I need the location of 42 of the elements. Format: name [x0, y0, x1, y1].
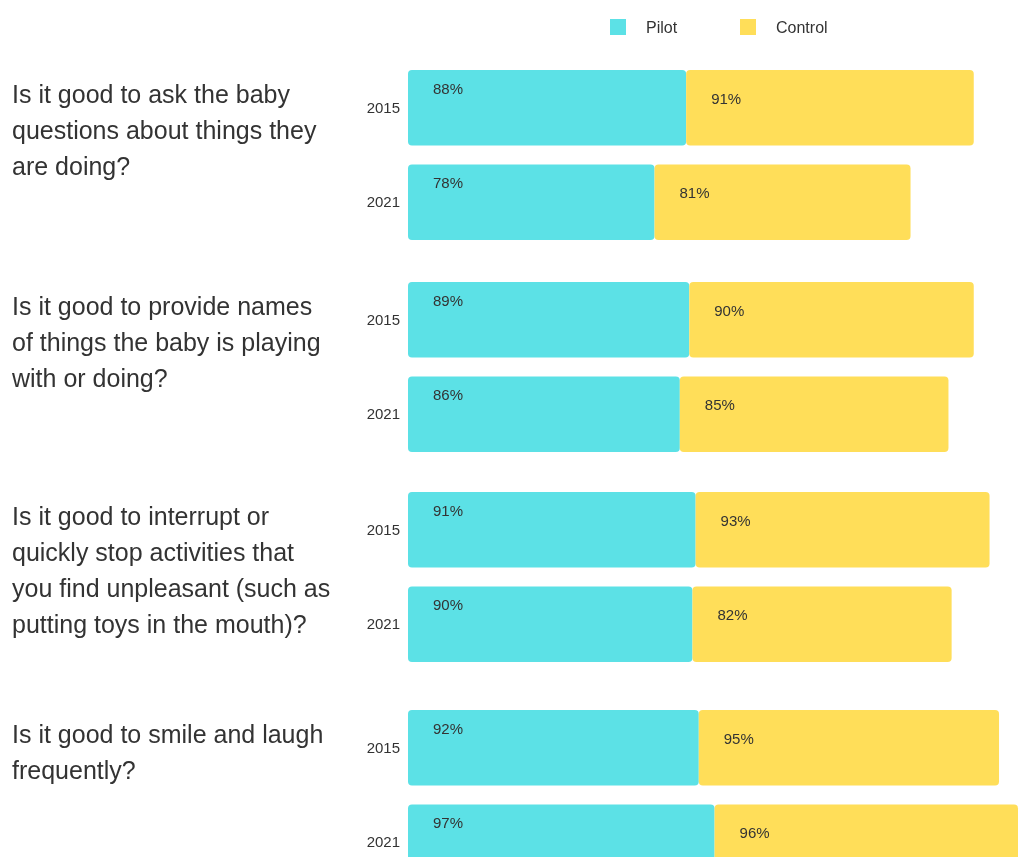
data-label: 88% — [433, 80, 464, 97]
y-tick-label: 2021 — [366, 833, 400, 851]
y-tick-label: 2015 — [366, 98, 400, 116]
data-label: 81% — [679, 184, 710, 202]
data-label: 91% — [433, 502, 464, 519]
data-label: 85% — [704, 396, 735, 414]
data-label: 91% — [711, 90, 742, 107]
legend-label: Control — [776, 19, 828, 36]
text: Is it good to ask the baby questions about things they are doing? — [12, 80, 317, 180]
bar — [686, 70, 974, 146]
bar — [679, 376, 949, 452]
bar — [408, 586, 693, 662]
data-label: 89% — [433, 292, 464, 309]
bar — [695, 492, 990, 568]
y-tick-label: 2021 — [366, 193, 400, 211]
data-label: 97% — [433, 814, 464, 832]
text: Is it good to interrupt or quickly stop activities that you find unpleasant (such as putting toys in the mouth)? — [12, 502, 331, 638]
data-label: 90% — [714, 302, 745, 319]
bar — [408, 492, 696, 568]
legend-label: Pilot — [646, 19, 678, 36]
bar — [408, 70, 687, 146]
text: Is it good to provide names of things the baby is playing with or doing? — [11, 292, 321, 392]
bar — [689, 282, 974, 358]
y-tick-label: 2015 — [366, 310, 400, 328]
bar — [692, 586, 952, 662]
bar — [408, 376, 680, 452]
y-tick-label: 2015 — [366, 520, 400, 538]
data-label: 78% — [433, 174, 464, 192]
y-tick-label: 2015 — [366, 738, 400, 756]
data-label: 86% — [433, 386, 464, 404]
data-label: 90% — [433, 596, 464, 614]
bar — [654, 164, 911, 240]
data-label: 82% — [717, 606, 748, 624]
y-tick-label: 2021 — [366, 405, 400, 423]
data-label: 96% — [739, 824, 770, 842]
data-label: 92% — [433, 720, 464, 737]
y-tick-label: 2021 — [366, 615, 400, 633]
bar — [408, 282, 690, 358]
data-label: 93% — [720, 512, 751, 529]
data-label: 95% — [723, 730, 754, 747]
bar — [408, 164, 655, 240]
text: Is it good to smile and laugh frequently? — [12, 720, 324, 784]
